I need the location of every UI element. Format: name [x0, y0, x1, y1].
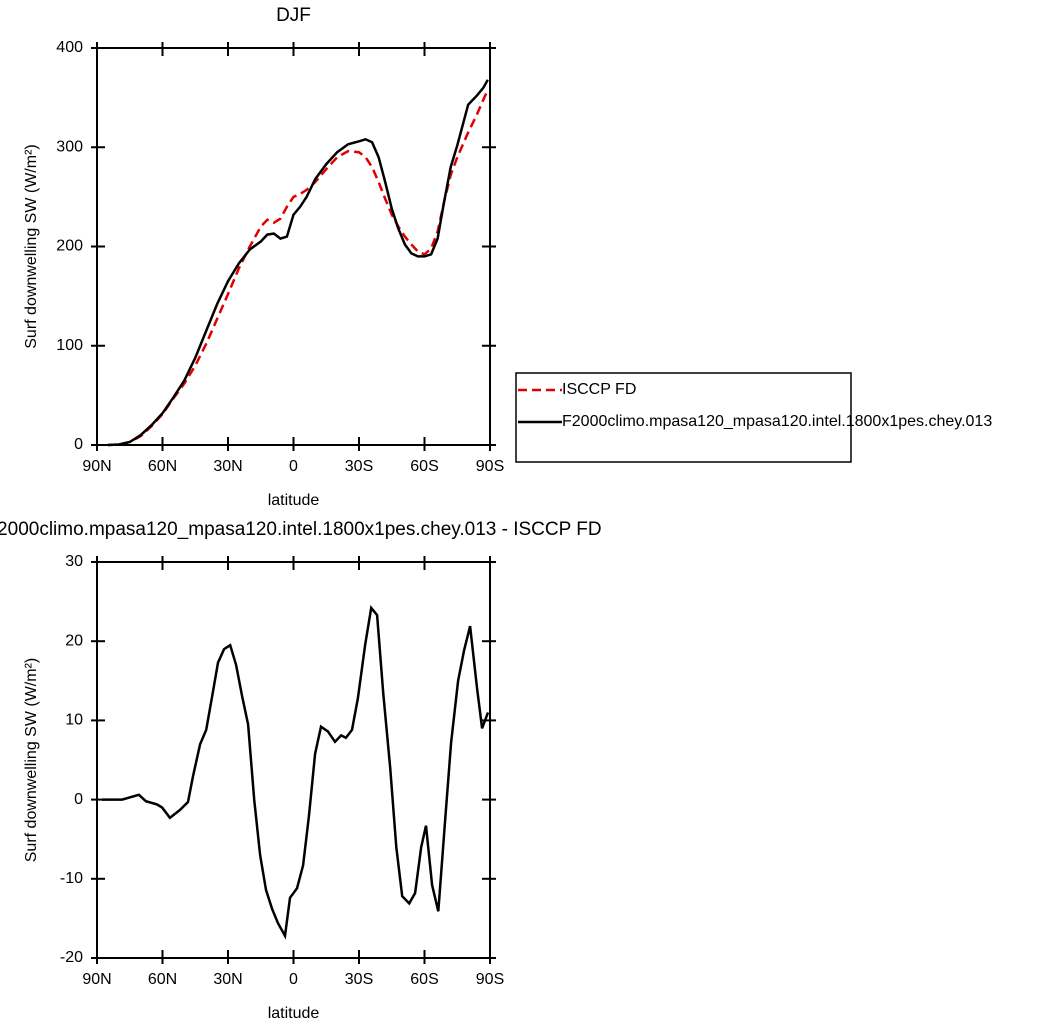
- x-tick-label: 30N: [213, 458, 242, 475]
- data-line: [102, 604, 490, 940]
- y-tick-label: -10: [60, 870, 83, 887]
- y-tick-label: -20: [60, 949, 83, 966]
- y-tick-label: 10: [65, 712, 83, 729]
- plot-frame: [96, 47, 491, 446]
- y-tick-label: 0: [74, 436, 83, 453]
- legend-label: ISCCP FD: [562, 381, 636, 398]
- data-line: [107, 89, 489, 447]
- chart-title: F2000climo.mpasa120_mpasa120.intel.1800x…: [0, 519, 602, 540]
- x-tick-label: 30S: [345, 971, 373, 988]
- y-tick-label: 200: [56, 238, 83, 255]
- x-tick-label: 30S: [345, 458, 373, 475]
- x-tick-label: 60N: [148, 971, 177, 988]
- x-tick-label: 30N: [213, 971, 242, 988]
- legend-box: [515, 372, 852, 463]
- x-tick-label: 90S: [476, 971, 504, 988]
- x-tick-label: 60S: [410, 971, 438, 988]
- x-tick-label: 0: [289, 971, 298, 988]
- x-tick-label: 60S: [410, 458, 438, 475]
- legend-label: F2000climo.mpasa120_mpasa120.intel.1800x…: [562, 413, 992, 430]
- chart-title: DJF: [276, 5, 311, 26]
- y-tick-label: 30: [65, 553, 83, 570]
- x-tick-label: 0: [289, 458, 298, 475]
- y-tick-label: 0: [74, 791, 83, 808]
- y-axis-label: Surf downwelling SW (W/m²): [23, 658, 40, 862]
- x-axis-label: latitude: [268, 492, 320, 509]
- x-tick-label: 90N: [82, 971, 111, 988]
- plot-frame: [96, 561, 491, 959]
- x-axis-label: latitude: [268, 1005, 320, 1022]
- y-tick-label: 100: [56, 337, 83, 354]
- x-tick-label: 60N: [148, 458, 177, 475]
- y-tick-label: 400: [56, 39, 83, 56]
- y-axis-label: Surf downwelling SW (W/m²): [23, 144, 40, 348]
- x-tick-label: 90S: [476, 458, 504, 475]
- data-line: [107, 79, 489, 447]
- y-tick-label: 20: [65, 632, 83, 649]
- x-tick-label: 90N: [82, 458, 111, 475]
- y-tick-label: 300: [56, 138, 83, 155]
